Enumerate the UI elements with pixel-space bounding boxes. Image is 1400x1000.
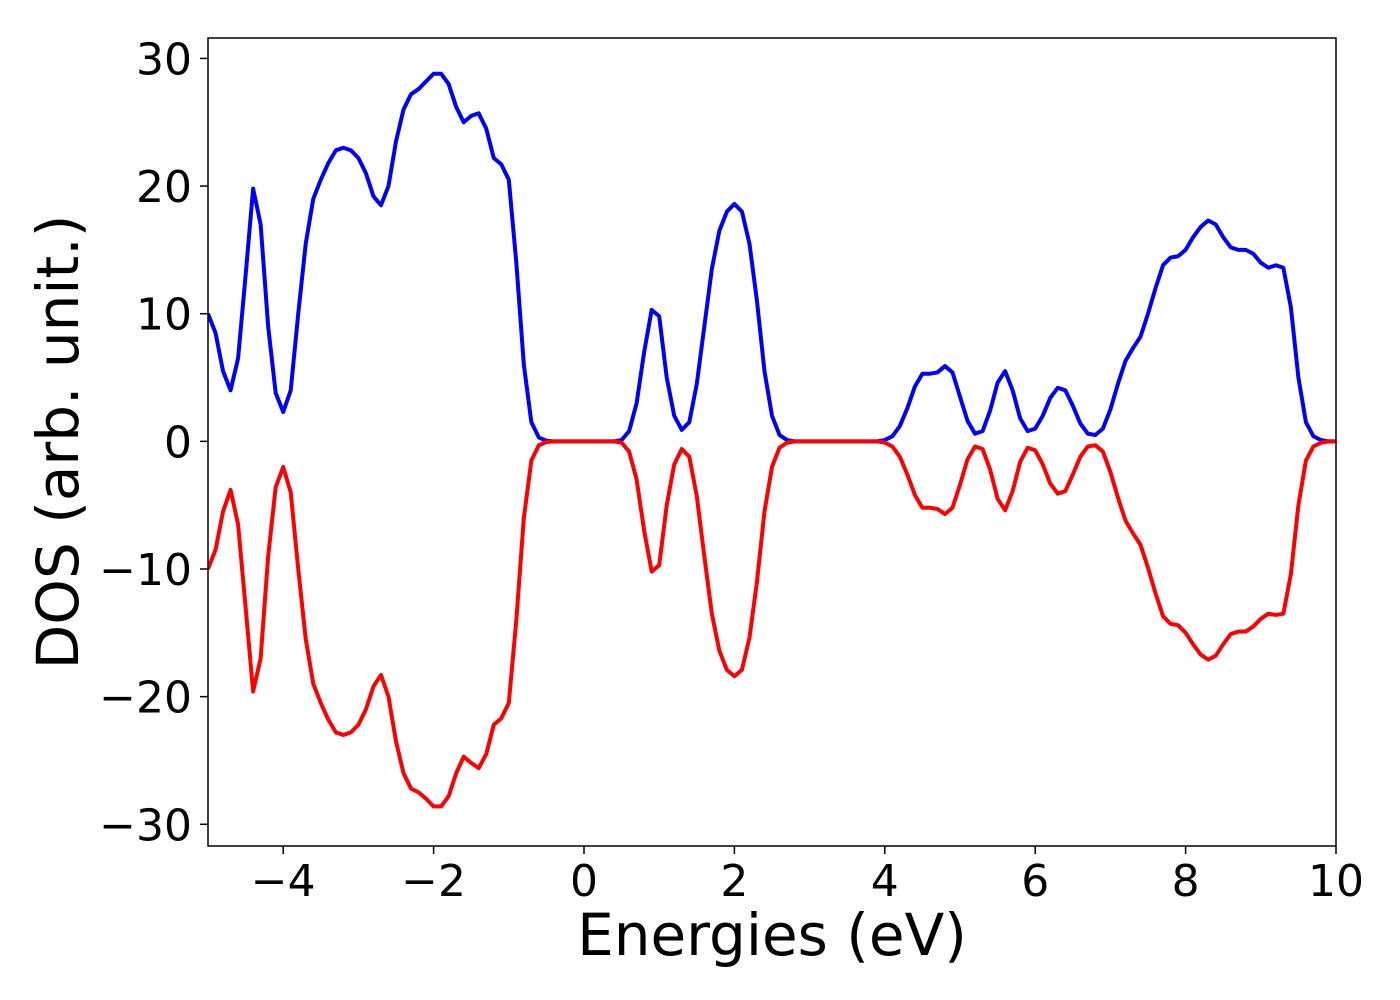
x-tick-label: −2 bbox=[401, 856, 466, 907]
y-tick-label: −20 bbox=[99, 673, 192, 724]
x-tick-label: 0 bbox=[570, 856, 598, 907]
plot-frame bbox=[207, 37, 1337, 847]
y-axis-label: DOS (arb. unit.) bbox=[24, 215, 92, 670]
dos-line bbox=[208, 439, 1336, 809]
dos-line bbox=[208, 71, 1336, 444]
y-tick-label: −10 bbox=[99, 545, 192, 596]
x-tick-label: 2 bbox=[720, 856, 748, 907]
x-tick-label: 10 bbox=[1308, 856, 1364, 907]
y-tick-label: 10 bbox=[136, 290, 192, 341]
y-tick-label: 30 bbox=[136, 34, 192, 85]
y-tick-label: 20 bbox=[136, 162, 192, 213]
x-tick-label: −4 bbox=[251, 856, 316, 907]
x-tick-label: 6 bbox=[1021, 856, 1049, 907]
x-tick-label: 4 bbox=[871, 856, 899, 907]
y-tick-label: −30 bbox=[99, 800, 192, 851]
y-tick-label: 0 bbox=[164, 417, 192, 468]
x-tick-label: 8 bbox=[1172, 856, 1200, 907]
x-axis-label: Energies (eV) bbox=[577, 901, 967, 969]
